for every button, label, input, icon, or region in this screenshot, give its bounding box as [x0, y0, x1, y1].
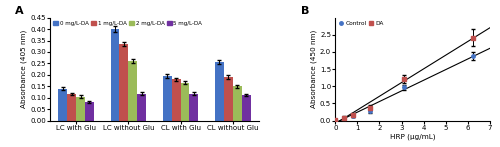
Bar: [190, 93, 198, 121]
Bar: [172, 79, 180, 121]
Y-axis label: Absorbance (405 nm): Absorbance (405 nm): [21, 30, 28, 108]
Bar: [85, 102, 94, 121]
Bar: [215, 62, 224, 121]
X-axis label: HRP (μg/mL): HRP (μg/mL): [390, 133, 436, 140]
Bar: [163, 76, 172, 121]
Bar: [180, 83, 190, 121]
Bar: [224, 77, 233, 121]
Bar: [233, 86, 241, 121]
Legend: 0 mg/L-DA, 1 mg/L-DA, 2 mg/L-DA, 5 mg/L-DA: 0 mg/L-DA, 1 mg/L-DA, 2 mg/L-DA, 5 mg/L-…: [53, 20, 203, 26]
Text: A: A: [14, 6, 23, 16]
Bar: [58, 88, 67, 121]
Bar: [110, 29, 120, 121]
Bar: [67, 94, 76, 121]
Text: B: B: [301, 6, 310, 16]
Bar: [76, 97, 85, 121]
Bar: [128, 61, 137, 121]
Bar: [242, 95, 250, 121]
Bar: [120, 44, 128, 121]
Legend: Control, DA: Control, DA: [338, 21, 384, 27]
Bar: [137, 93, 146, 121]
Y-axis label: Absorbance (450 nm): Absorbance (450 nm): [310, 30, 317, 108]
